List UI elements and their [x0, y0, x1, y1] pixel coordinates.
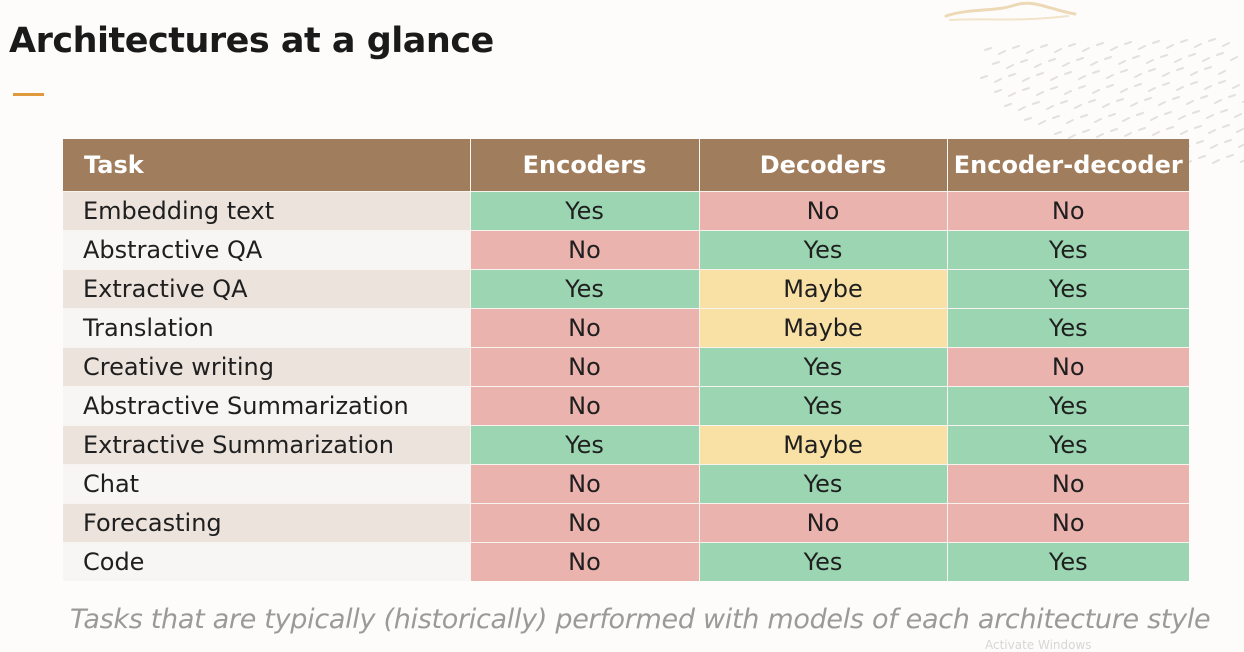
task-cell: Forecasting: [63, 503, 471, 543]
encoders-cell: No: [470, 503, 700, 543]
encoders-cell: No: [470, 542, 700, 581]
table-row: Creative writing No Yes No: [63, 347, 1189, 387]
encoder-decoder-cell: Yes: [947, 425, 1189, 465]
encoders-cell: No: [470, 308, 700, 348]
encoder-decoder-cell: Yes: [947, 542, 1189, 581]
encoder-decoder-cell: Yes: [947, 230, 1189, 270]
table-caption: Tasks that are typically (historically) …: [70, 604, 1211, 635]
table-row: Forecasting No No No: [63, 503, 1189, 543]
header-task: Task: [63, 139, 471, 192]
table-row: Code No Yes Yes: [63, 542, 1189, 581]
decoders-cell: Yes: [699, 347, 948, 387]
encoder-decoder-cell: Yes: [947, 308, 1189, 348]
table-row: Extractive QA Yes Maybe Yes: [63, 269, 1189, 309]
encoder-decoder-cell: No: [947, 347, 1189, 387]
encoders-cell: No: [470, 386, 700, 426]
table-row: Abstractive Summarization No Yes Yes: [63, 386, 1189, 426]
table-header-row: Task Encoders Decoders Encoder-decoder: [63, 139, 1189, 192]
task-cell: Abstractive Summarization: [63, 386, 471, 426]
decorative-brush-stroke: [944, 1, 1077, 21]
decoders-cell: Maybe: [699, 425, 948, 465]
decoders-cell: Maybe: [699, 269, 948, 309]
encoders-cell: No: [470, 230, 700, 270]
encoders-cell: Yes: [470, 191, 700, 231]
encoder-decoder-cell: No: [947, 191, 1189, 231]
encoders-cell: Yes: [470, 425, 700, 465]
task-cell: Chat: [63, 464, 471, 504]
table-row: Abstractive QA No Yes Yes: [63, 230, 1189, 270]
page-title: Architectures at a glance: [9, 21, 494, 61]
decoders-cell: No: [699, 191, 948, 231]
header-encoders: Encoders: [470, 139, 700, 192]
task-cell: Creative writing: [63, 347, 471, 387]
task-cell: Code: [63, 542, 471, 581]
task-cell: Translation: [63, 308, 471, 348]
table-row: Embedding text Yes No No: [63, 191, 1189, 231]
table-row: Extractive Summarization Yes Maybe Yes: [63, 425, 1189, 465]
header-encoder-decoder: Encoder-decoder: [947, 139, 1189, 192]
header-decoders: Decoders: [699, 139, 948, 192]
task-cell: Extractive QA: [63, 269, 471, 309]
task-cell: Abstractive QA: [63, 230, 471, 270]
architectures-table: Task Encoders Decoders Encoder-decoder E…: [63, 139, 1189, 581]
task-cell: Embedding text: [63, 191, 471, 231]
encoder-decoder-cell: Yes: [947, 269, 1189, 309]
task-cell: Extractive Summarization: [63, 425, 471, 465]
encoder-decoder-cell: Yes: [947, 386, 1189, 426]
table-row: Translation No Maybe Yes: [63, 308, 1189, 348]
table-row: Chat No Yes No: [63, 464, 1189, 504]
encoder-decoder-cell: No: [947, 464, 1189, 504]
decoders-cell: Maybe: [699, 308, 948, 348]
encoder-decoder-cell: No: [947, 503, 1189, 543]
decoders-cell: Yes: [699, 230, 948, 270]
title-accent-bar: [13, 93, 44, 96]
decoders-cell: No: [699, 503, 948, 543]
decoders-cell: Yes: [699, 542, 948, 581]
decoders-cell: Yes: [699, 464, 948, 504]
decoders-cell: Yes: [699, 386, 948, 426]
encoders-cell: Yes: [470, 269, 700, 309]
activation-watermark: Activate Windows: [985, 638, 1092, 652]
encoders-cell: No: [470, 347, 700, 387]
encoders-cell: No: [470, 464, 700, 504]
